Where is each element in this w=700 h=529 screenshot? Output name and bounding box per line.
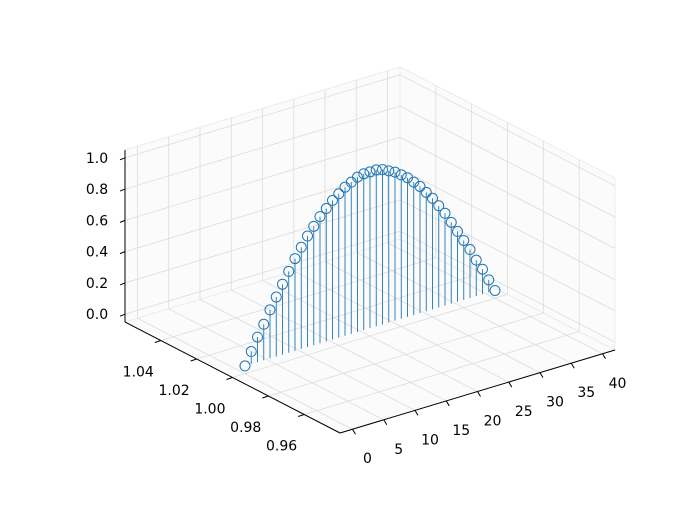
x-axis [339,349,616,434]
tick-mark [383,419,388,426]
grid-line [304,331,580,415]
grid-line [160,257,436,341]
stem-marker [370,164,382,176]
stem-marker [383,165,395,177]
grid-line [399,137,616,249]
stem-marker [458,234,470,246]
tick-mark [119,157,126,161]
stem-marker [477,263,488,275]
stem-marker [427,192,438,204]
tick-mark [119,188,126,192]
z-tick-label: 1.0 [86,151,108,167]
z-tick-label: 0.0 [86,307,108,323]
x-tick-label: 15 [452,423,470,439]
stem-marker [245,346,257,358]
x-tick-label: 5 [394,442,403,458]
stem-marker [333,188,345,200]
stem-marker [308,220,320,232]
tick-mark [602,353,606,360]
tick-mark [190,358,197,362]
stem-marker [464,244,476,256]
stem-marker [289,253,301,265]
stem-marker [352,171,363,183]
stem-marker [395,169,407,181]
tick-mark [119,313,126,317]
y-axis [124,321,341,434]
stem-marker [364,166,376,178]
grid-line [399,230,616,343]
stem-marker [283,265,295,277]
z-tick-label: 0.4 [86,245,108,261]
x-tick-label: 30 [546,395,564,411]
stem-marker [264,304,276,316]
stem-marker [327,194,338,206]
x-tick-label: 35 [577,385,595,401]
stem-marker [470,254,482,266]
tick-mark [414,410,419,416]
tick-mark [298,414,305,417]
tick-mark [539,372,544,378]
y-tick-label: 0.96 [266,439,297,455]
stem-marker [295,241,307,253]
tick-mark [119,251,126,255]
grid-line [399,74,616,187]
tick-mark [570,362,575,369]
grid-line [124,136,401,221]
grid-line [232,294,508,378]
grid-line [399,105,616,218]
tick-mark [119,282,126,286]
stem-marker [433,200,445,212]
tick-mark [352,428,356,435]
stem-marker [277,278,288,290]
stem-marker [439,207,451,219]
grid-line [124,74,401,159]
stem-marker [358,168,370,180]
stem-marker [320,202,332,214]
grid-line [124,230,401,315]
tick-mark [119,219,126,223]
stem-marker [483,274,495,286]
stem-marker [452,225,463,237]
grid-line [268,312,544,397]
grid-line [124,168,401,253]
grid-line [124,105,401,190]
z-tick-label: 0.8 [86,182,108,198]
stem-marker [252,331,263,343]
y-tick-label: 0.98 [230,420,261,436]
grid-line [124,199,401,284]
grid-line [399,199,616,312]
stem-marker [239,360,251,372]
y-tick-label: 1.02 [158,383,189,399]
x-tick-label: 25 [515,404,533,420]
tick-mark [226,377,233,380]
z-tick-label: 0.2 [86,276,108,292]
x-tick-label: 0 [363,451,372,467]
z-tick-label: 0.6 [86,213,108,229]
y-tick-label: 1.00 [194,402,225,418]
tick-mark [154,340,161,343]
stem-marker [314,211,326,223]
stem-marker [377,164,388,176]
stem-marker [389,166,401,178]
tick-mark [445,400,450,407]
stem-marker [258,318,270,330]
tick-mark [477,391,481,397]
x-tick-label: 10 [421,432,439,448]
stem-marker [270,291,282,303]
tick-mark [262,395,269,399]
tick-mark [508,381,513,388]
stem-marker [489,284,501,296]
stem-marker [302,230,313,242]
stem-marker [445,216,457,228]
x-tick-label: 40 [609,376,627,392]
y-tick-label: 1.04 [123,365,154,381]
stem-marker [420,186,432,198]
stem-marker [414,180,426,192]
x-tick-label: 20 [484,414,502,430]
grid-line [399,168,616,280]
